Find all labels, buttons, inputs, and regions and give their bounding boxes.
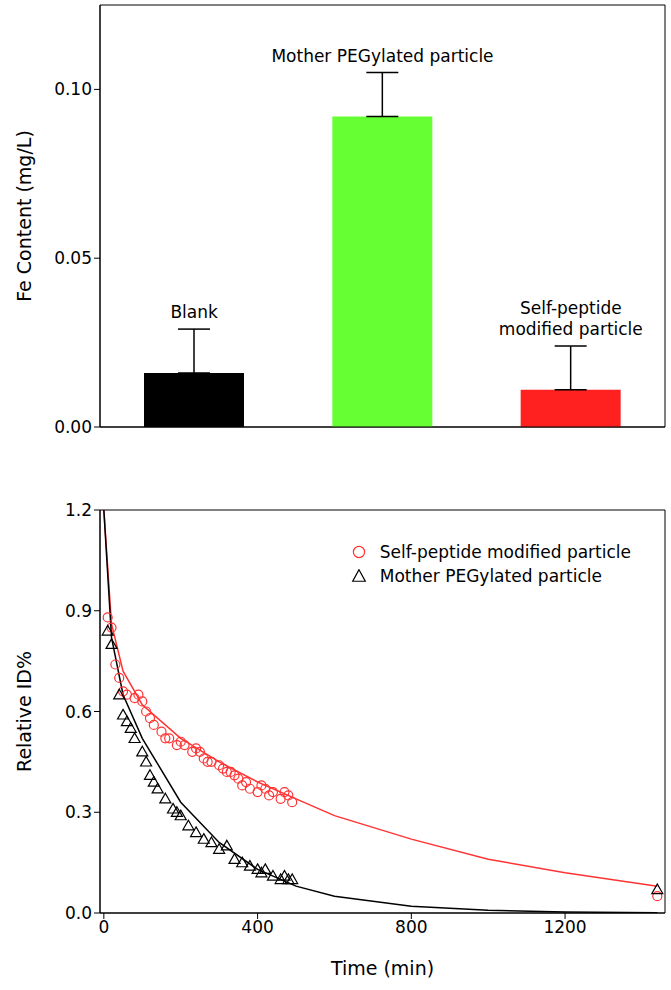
html-text:Self-peptide modified particle: Self-peptide modified particle [379,542,631,562]
svg-text:1.2: 1.2 [65,500,92,520]
svg-text:400: 400 [241,917,273,937]
svg-text:Blank: Blank [170,302,218,322]
svg-text:800: 800 [395,917,427,937]
svg-text:0.9: 0.9 [65,601,92,621]
svg-text:0: 0 [98,917,109,937]
svg-text:0.3: 0.3 [65,802,92,822]
svg-text:Fe Content (mg/L): Fe Content (mg/L) [13,130,35,302]
svg-text:0.05: 0.05 [54,248,92,268]
svg-text:0.10: 0.10 [54,79,92,99]
svg-text:Self-peptidemodified particle: Self-peptidemodified particle [499,298,643,339]
svg-text:0.0: 0.0 [65,903,92,923]
svg-text:0.00: 0.00 [54,417,92,437]
svg-text:Time (min): Time (min) [330,957,434,979]
svg-text:Relative ID%: Relative ID% [13,651,35,772]
svg-text:Mother PEGylated particle: Mother PEGylated particle [271,46,493,66]
svg-text:0.6: 0.6 [65,702,92,722]
html-text:Mother PEGylated particle: Mother PEGylated particle [379,566,602,586]
svg-text:1200: 1200 [543,917,586,937]
